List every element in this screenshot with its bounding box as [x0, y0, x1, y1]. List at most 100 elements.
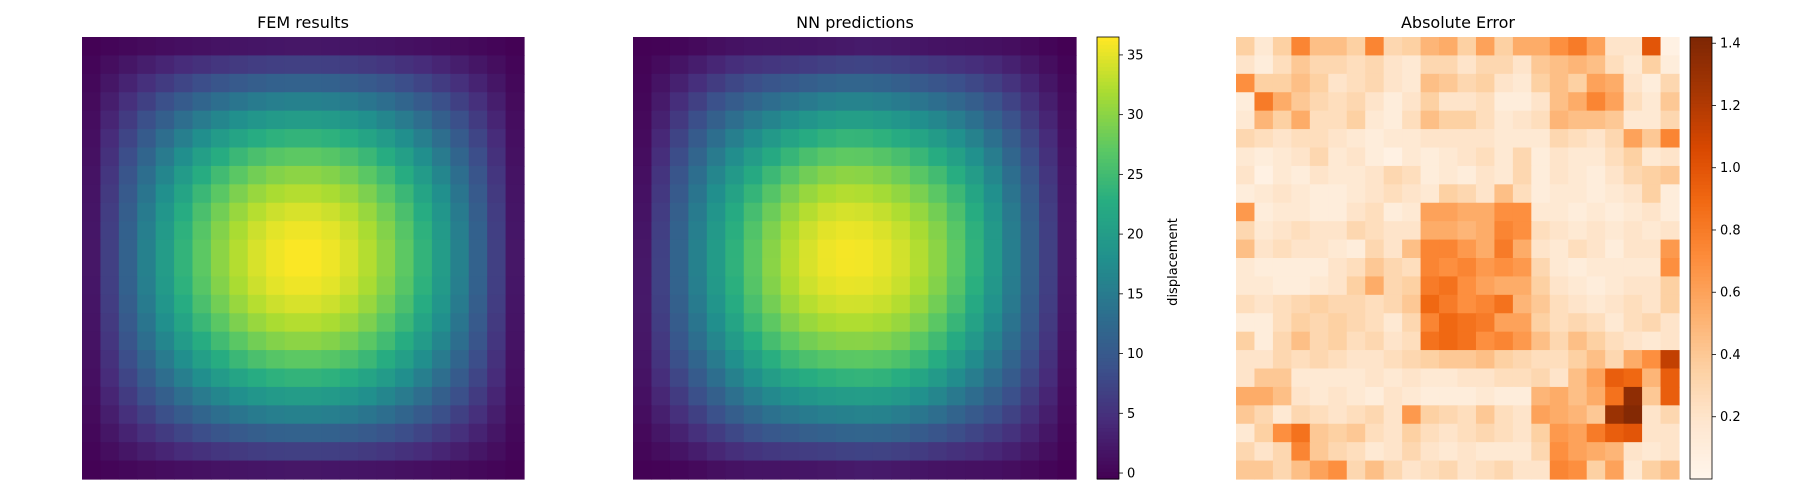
fem-cell — [505, 350, 525, 370]
error-colorbar-gradient-slice — [1690, 81, 1712, 86]
error-cell — [1623, 331, 1643, 351]
fem-cell — [174, 73, 194, 93]
nn-cell — [725, 276, 745, 296]
fem-cell — [468, 423, 488, 443]
nn-cell — [1057, 423, 1077, 443]
error-cell — [1660, 55, 1680, 75]
nn-cell — [891, 165, 911, 185]
nn-cell — [780, 202, 800, 222]
error-cell — [1254, 294, 1274, 314]
error-cell — [1291, 258, 1311, 278]
nn-cell — [651, 221, 671, 241]
error-colorbar-tick-label: 0.2 — [1720, 410, 1741, 425]
error-cell — [1531, 55, 1551, 75]
error-cell — [1457, 73, 1477, 93]
nn-cell — [1057, 405, 1077, 425]
fem-cell — [468, 460, 488, 480]
nn-cell — [780, 165, 800, 185]
nn-cell — [1002, 313, 1022, 333]
fem-cell — [487, 331, 507, 351]
error-cell — [1512, 368, 1532, 388]
displacement-colorbar-gradient-slice — [1097, 460, 1119, 465]
error-cell — [1309, 331, 1329, 351]
nn-cell — [669, 239, 689, 259]
nn-cell — [669, 37, 689, 57]
error-colorbar-gradient-slice — [1690, 169, 1712, 174]
fem-cell — [82, 368, 102, 388]
nn-cell — [725, 294, 745, 314]
error-cell — [1365, 442, 1385, 462]
fem-cell — [450, 442, 470, 462]
error-cell — [1457, 442, 1477, 462]
displacement-colorbar-tick-label: 25 — [1127, 168, 1144, 183]
nn-cell — [1002, 165, 1022, 185]
error-cell — [1254, 73, 1274, 93]
nn-cell — [965, 37, 985, 57]
error-cell — [1272, 184, 1292, 204]
fem-cell — [339, 294, 359, 314]
displacement-colorbar-gradient-slice — [1097, 37, 1119, 42]
fem-cell — [118, 239, 138, 259]
nn-cell — [1002, 423, 1022, 443]
nn-cell — [780, 405, 800, 425]
error-cell — [1346, 147, 1366, 167]
nn-cell — [762, 460, 782, 480]
error-colorbar-gradient-slice — [1690, 453, 1712, 458]
error-colorbar-gradient-slice — [1690, 449, 1712, 454]
error-cell — [1439, 92, 1459, 112]
error-cell — [1642, 442, 1662, 462]
nn-cell — [799, 92, 819, 112]
error-cell — [1383, 221, 1403, 241]
error-cell — [1512, 73, 1532, 93]
nn-cell — [688, 331, 708, 351]
error-cell — [1236, 239, 1256, 259]
nn-cell — [762, 442, 782, 462]
fem-cell — [450, 423, 470, 443]
error-cell — [1383, 239, 1403, 259]
fem-cell — [210, 350, 230, 370]
nn-cell — [762, 184, 782, 204]
nn-cell — [725, 386, 745, 406]
error-cell — [1623, 405, 1643, 425]
nn-cell — [1039, 129, 1059, 149]
fem-cell — [192, 55, 212, 75]
fem-cell — [487, 276, 507, 296]
error-cell — [1660, 37, 1680, 57]
nn-cell — [669, 92, 689, 112]
error-cell — [1660, 368, 1680, 388]
fem-cell — [174, 92, 194, 112]
nn-cell — [651, 368, 671, 388]
fem-cell — [321, 460, 341, 480]
error-cell — [1236, 37, 1256, 57]
displacement-colorbar-gradient-slice — [1097, 210, 1119, 215]
displacement-colorbar-gradient-slice — [1097, 346, 1119, 351]
error-cell — [1531, 442, 1551, 462]
displacement-colorbar-gradient-slice — [1097, 427, 1119, 432]
fem-cell — [229, 110, 249, 130]
fem-cell — [118, 350, 138, 370]
fem-cell — [266, 221, 286, 241]
error-cell — [1475, 92, 1496, 112]
error-cell — [1420, 442, 1440, 462]
error-cell — [1254, 368, 1274, 388]
error-colorbar-gradient-slice — [1690, 37, 1712, 42]
fem-cell — [431, 386, 451, 406]
nn-cell — [688, 202, 708, 222]
fem-cell — [450, 221, 470, 241]
fem-cell — [431, 221, 451, 241]
nn-cell — [633, 202, 653, 222]
error-cell — [1272, 55, 1292, 75]
nn-cell — [817, 405, 837, 425]
error-cell — [1383, 73, 1403, 93]
nn-cell — [706, 184, 726, 204]
fem-cell — [210, 221, 230, 241]
fem-cell — [229, 37, 249, 57]
fem-cell — [210, 37, 230, 57]
nn-cell — [1057, 368, 1077, 388]
error-colorbar-gradient-slice — [1690, 239, 1712, 244]
nn-cell — [669, 460, 689, 480]
displacement-colorbar-gradient-slice — [1097, 92, 1119, 97]
error-colorbar-gradient-slice — [1690, 409, 1712, 414]
nn-cell — [817, 92, 837, 112]
nn-cell — [1057, 294, 1077, 314]
